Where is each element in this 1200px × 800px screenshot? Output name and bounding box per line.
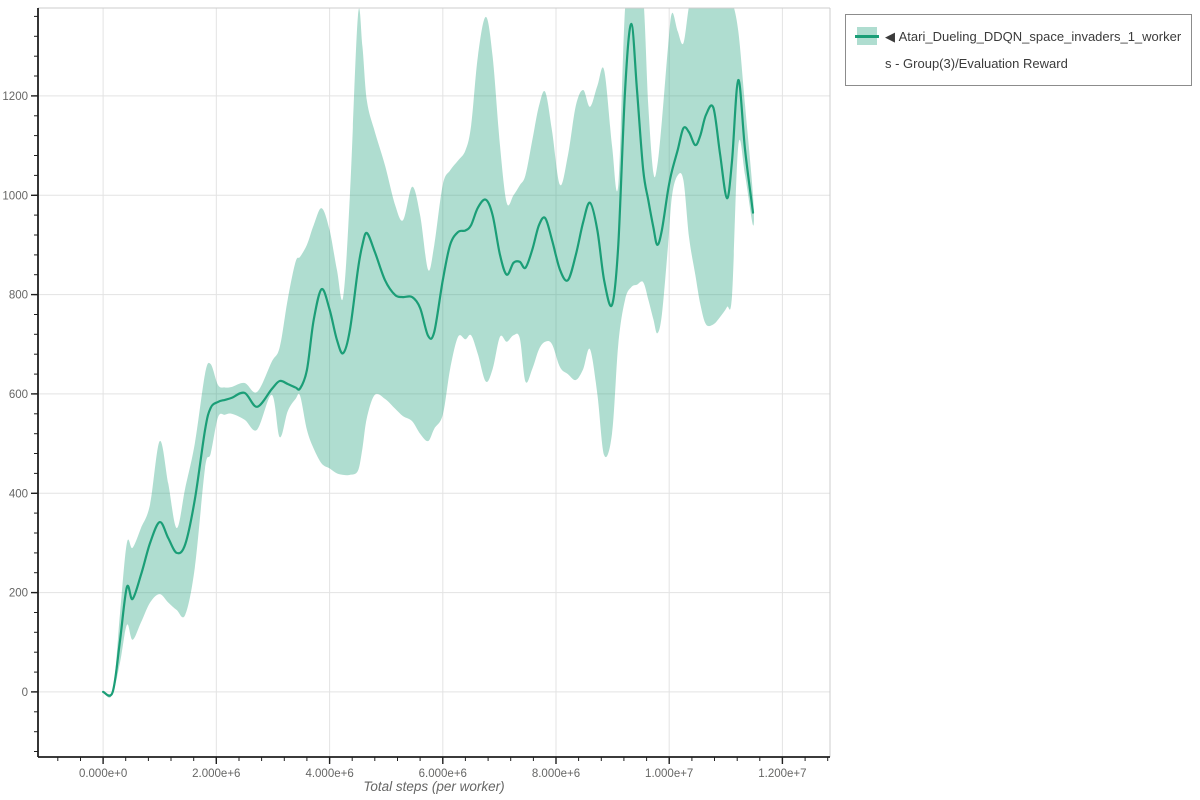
x-tick-label: 2.000e+6 <box>192 768 240 780</box>
legend-line-swatch <box>855 34 879 38</box>
collapse-triangle-icon: ◀ <box>885 29 895 44</box>
y-tick-label: 200 <box>9 588 28 600</box>
x-axis-title: Total steps (per worker) <box>363 779 504 794</box>
y-tick-label: 1000 <box>2 190 28 202</box>
y-tick-label: 800 <box>9 290 28 302</box>
y-tick-label: 0 <box>22 687 28 699</box>
mean-curve <box>102 22 755 697</box>
x-tick-label: 1.000e+7 <box>645 768 693 780</box>
confidence-band <box>103 8 754 698</box>
axis-ticks <box>31 15 829 764</box>
x-tick-label: 0.000e+0 <box>79 768 127 780</box>
legend-entry-label: Atari_Dueling_DDQN_space_invaders_1_work… <box>885 29 1182 71</box>
x-tick-label: 4.000e+6 <box>305 768 353 780</box>
y-tick-label: 600 <box>9 389 28 401</box>
y-tick-label: 400 <box>9 488 28 500</box>
legend-swatch-icon <box>855 27 879 45</box>
legend-entry[interactable]: ◀ Atari_Dueling_DDQN_space_invaders_1_wo… <box>885 23 1182 77</box>
x-tick-label: 6.000e+6 <box>419 768 467 780</box>
y-tick-label: 1200 <box>2 91 28 103</box>
grid-lines <box>38 8 830 757</box>
x-tick-label: 8.000e+6 <box>532 768 580 780</box>
band-area <box>103 8 754 698</box>
legend: ◀ Atari_Dueling_DDQN_space_invaders_1_wo… <box>845 14 1192 86</box>
x-tick-label: 1.200e+7 <box>758 768 806 780</box>
mean-line <box>102 22 755 697</box>
tick-labels: 0.000e+0 2.000e+6 4.000e+6 6.000e+6 8.000e+6… <box>2 91 806 780</box>
